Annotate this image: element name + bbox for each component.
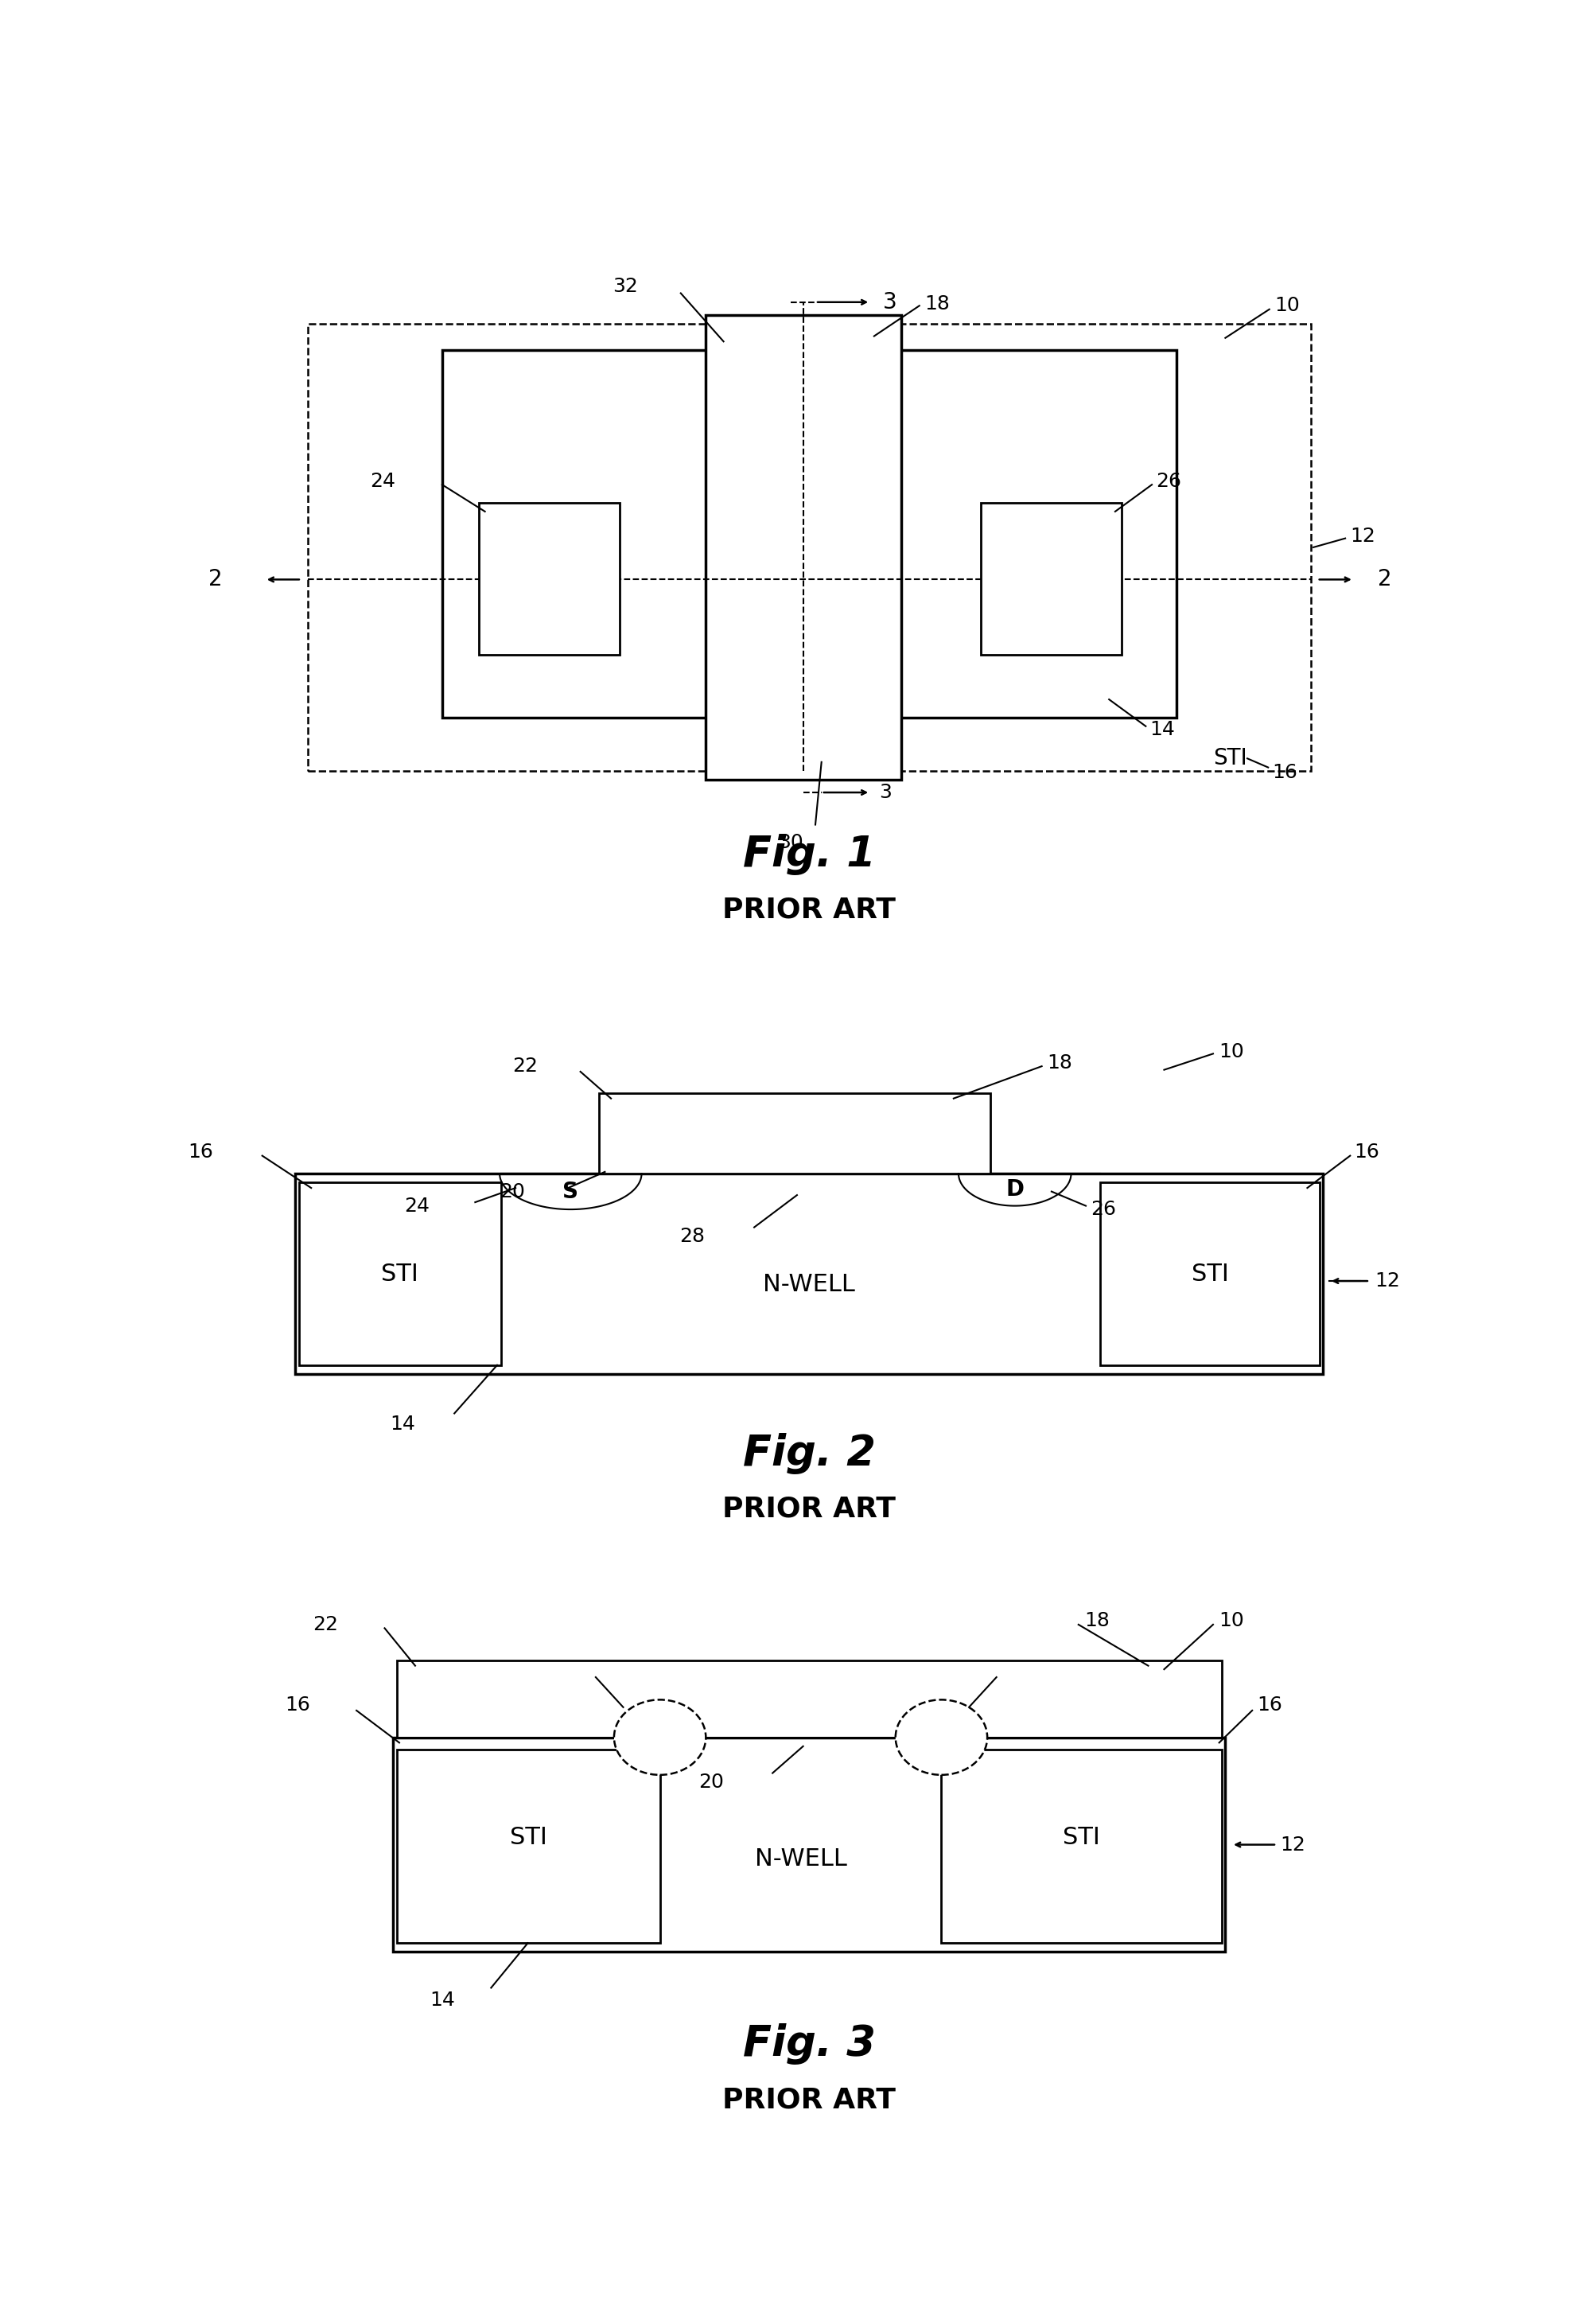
Text: 18: 18	[924, 295, 949, 314]
Ellipse shape	[895, 1699, 987, 1776]
Text: PRIOR ART: PRIOR ART	[723, 897, 895, 923]
Bar	[308, 323, 1311, 772]
Text: 18: 18	[1085, 1611, 1110, 1631]
Bar	[396, 1659, 1222, 1738]
Text: PRIOR ART: PRIOR ART	[723, 2087, 895, 2113]
Bar	[706, 314, 902, 781]
Text: 20: 20	[698, 1773, 723, 1792]
Text: 16: 16	[284, 1697, 309, 1715]
Bar	[298, 1183, 501, 1364]
Text: 24: 24	[369, 472, 396, 490]
Text: 26: 26	[1156, 472, 1181, 490]
Text: 20: 20	[501, 1183, 526, 1202]
Text: 12: 12	[1350, 528, 1375, 546]
Text: N-WELL: N-WELL	[763, 1274, 856, 1297]
Text: 14: 14	[1150, 720, 1175, 739]
Text: D: D	[1041, 567, 1061, 590]
Bar	[1101, 1183, 1320, 1364]
Bar	[442, 351, 1176, 718]
Text: 2: 2	[1377, 569, 1391, 590]
Text: S: S	[562, 1181, 578, 1202]
Text: 22: 22	[512, 1057, 537, 1076]
Text: 12: 12	[1281, 1836, 1306, 1855]
Text: Fig. 3: Fig. 3	[742, 2024, 876, 2066]
Text: 28: 28	[681, 1227, 706, 1246]
Bar	[393, 1738, 1225, 1952]
Text: Fig. 1: Fig. 1	[742, 834, 876, 876]
Text: 30: 30	[778, 832, 804, 853]
Text: N-WELL: N-WELL	[1000, 625, 1083, 648]
Text: Fig. 2: Fig. 2	[742, 1434, 876, 1473]
Text: 3: 3	[883, 290, 897, 314]
Text: STI: STI	[510, 1827, 546, 1850]
Text: 32: 32	[613, 277, 638, 295]
Text: 10: 10	[1274, 295, 1300, 316]
Bar	[396, 1750, 660, 1943]
Text: 2: 2	[208, 569, 223, 590]
Text: 10: 10	[1219, 1043, 1244, 1062]
Ellipse shape	[614, 1699, 706, 1776]
Text: S: S	[540, 567, 557, 590]
Text: STI: STI	[1063, 1827, 1101, 1850]
Text: 10: 10	[1219, 1611, 1244, 1631]
Text: STI: STI	[1192, 1262, 1228, 1285]
Text: 16: 16	[188, 1143, 213, 1162]
Text: N-WELL: N-WELL	[755, 1848, 846, 1871]
Text: 3: 3	[880, 783, 892, 802]
Text: 16: 16	[1353, 1143, 1378, 1162]
Text: PRIOR ART: PRIOR ART	[723, 1497, 895, 1522]
Text: 24: 24	[404, 1197, 429, 1215]
Text: D: D	[1006, 1178, 1023, 1202]
Text: 30: 30	[557, 1659, 583, 1680]
Text: 18: 18	[1047, 1053, 1072, 1071]
Text: STI: STI	[381, 1262, 418, 1285]
Text: 26: 26	[1091, 1199, 1116, 1220]
Text: 14: 14	[390, 1415, 415, 1434]
Text: 22: 22	[313, 1615, 338, 1634]
Text: 12: 12	[1375, 1271, 1401, 1290]
Bar	[981, 502, 1121, 655]
Bar	[478, 502, 619, 655]
Text: 14: 14	[429, 1992, 455, 2010]
Bar	[598, 1092, 990, 1174]
Text: 16: 16	[1257, 1697, 1282, 1715]
Text: 16: 16	[1271, 762, 1298, 783]
Bar	[295, 1174, 1323, 1373]
Text: STI: STI	[1213, 748, 1247, 769]
Text: 32: 32	[1001, 1659, 1026, 1680]
Bar	[941, 1750, 1222, 1943]
